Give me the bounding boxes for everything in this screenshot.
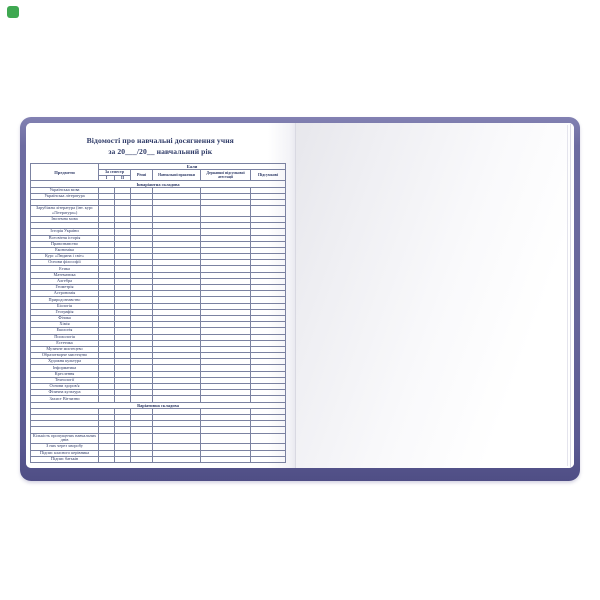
row-label-cell: Зарубіжна література (інт. курс «Літерат… [30, 205, 99, 217]
open-pages: Відомості про навчальні досягнення учня … [26, 123, 574, 468]
grade-cell [249, 426, 287, 434]
header-subjects: Предмети [30, 162, 99, 182]
page-stack-edge-line [567, 125, 568, 466]
row-label-cell: Кількість пропущених навчальних днів [30, 432, 99, 445]
grade-cell [249, 198, 287, 207]
grades-table-body: Інваріантна складова Українська мова Украї… [29, 180, 287, 463]
grade-cell [98, 455, 115, 463]
grade-cell [152, 205, 201, 217]
grade-cell [130, 455, 153, 463]
header-final: Підсумкові [249, 168, 287, 182]
grade-cell [130, 205, 153, 217]
header-state-attestation: Державної підсумкової атестації [200, 168, 251, 182]
header-practice: Навчальної практики [152, 168, 201, 182]
table-row [30, 198, 287, 207]
grade-cell [130, 432, 153, 445]
table-row: Фізика [30, 314, 287, 323]
grade-cell [249, 432, 287, 445]
header-semester-2: ІІ [114, 174, 131, 182]
header-annual: Річні [130, 168, 153, 182]
grade-cell [98, 205, 115, 217]
table-row [30, 426, 287, 434]
table-row: Кількість пропущених навчальних днів [30, 432, 287, 445]
row-label-cell: Підпис батьків [30, 455, 99, 463]
table-row: Біологія [30, 302, 287, 310]
grade-cell [200, 432, 251, 445]
table-row: Підпис батьків [30, 455, 287, 463]
page-stack-edge-line [570, 124, 571, 467]
grades-table: Предмети Бали За семестр Річні Навчально… [29, 162, 287, 463]
grade-cell [249, 455, 287, 463]
table-row: Правознавство [30, 240, 287, 248]
header-row-categories: За семестр Річні Навчальної практики Дер… [31, 168, 287, 182]
right-page-blank [294, 123, 574, 468]
row-label-cell: Підпис класного керівника [30, 449, 99, 457]
grade-cell [249, 205, 287, 217]
grade-cell [152, 455, 201, 463]
table-row: Підпис класного керівника [30, 449, 287, 457]
page-title-line1: Відомості про навчальні досягнення учня [86, 136, 234, 145]
grade-cell [200, 455, 251, 463]
grade-cell [114, 205, 131, 217]
grade-cell [114, 455, 131, 463]
page-title: Відомості про навчальні досягнення учня … [26, 136, 295, 157]
table-row: Математика [30, 271, 287, 279]
grade-cell [98, 432, 115, 445]
grade-cell [200, 205, 251, 217]
table-row: Етика [30, 265, 287, 273]
table-row: Захист Вітчизни [30, 395, 287, 403]
green-color-swatch [7, 6, 19, 18]
grade-cell [114, 432, 131, 445]
header-row-semester-numbers: І ІІ [31, 174, 286, 182]
notebook-cover: Відомості про навчальні досягнення учня … [20, 117, 580, 481]
table-row: Естетика [30, 339, 287, 347]
page-title-line2: за 20___/20__ навчальний рік [108, 146, 213, 156]
table-row: Історія України [30, 228, 287, 236]
left-page: Відомості про навчальні досягнення учня … [26, 123, 295, 468]
grade-cell [152, 432, 201, 445]
table-row: Зарубіжна література (інт. курс «Літерат… [30, 205, 287, 217]
